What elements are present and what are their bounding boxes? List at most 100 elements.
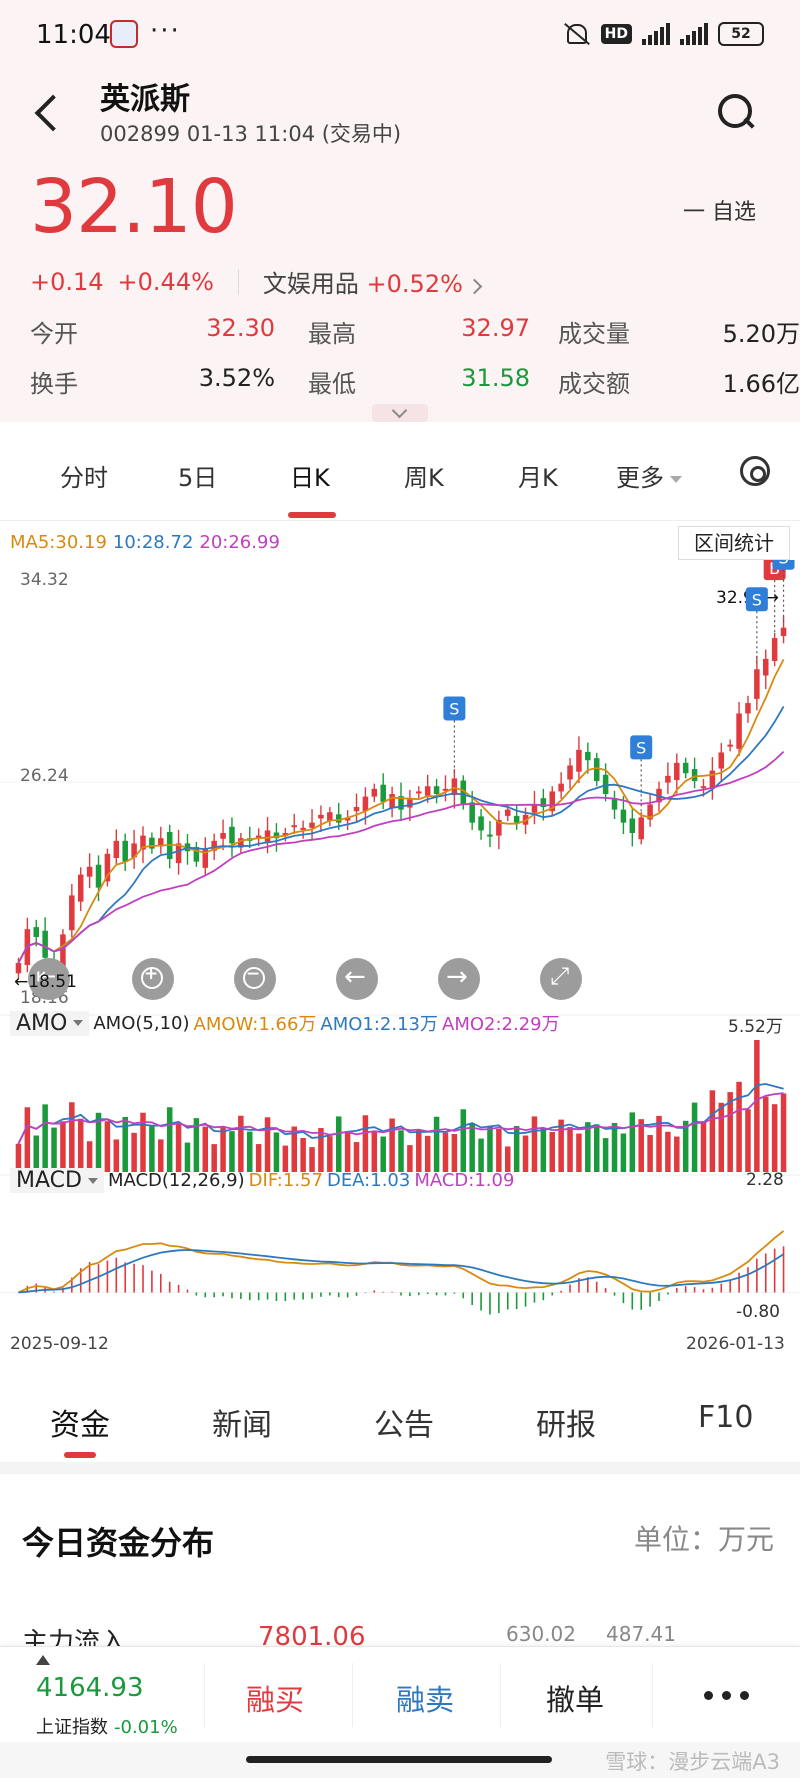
- volume-bar: [113, 1139, 120, 1172]
- sell-signal-badge: [630, 735, 653, 760]
- volume-bar: [647, 1135, 653, 1172]
- volume-bar: [95, 1112, 102, 1172]
- volume-bar: [282, 1145, 289, 1172]
- volume-bar: [593, 1124, 600, 1172]
- candle: [131, 843, 137, 858]
- volume-bar: [665, 1131, 671, 1172]
- index-value: 4164.93: [36, 1673, 144, 1703]
- candle: [282, 833, 289, 837]
- volume-bar: [380, 1136, 386, 1172]
- candle: [451, 778, 458, 796]
- volume-bar: [682, 1120, 689, 1172]
- watchlist-button[interactable]: 一 自选: [683, 200, 756, 225]
- volume-bar: [86, 1141, 93, 1172]
- margin-buy-button[interactable]: 融买: [246, 1683, 305, 1717]
- more-icon[interactable]: [704, 1691, 750, 1701]
- ma-legend: MA5:30.19 10:28.72 20:26.99: [10, 532, 286, 553]
- volume-bar: [433, 1116, 440, 1172]
- candle: [335, 814, 342, 823]
- volume-bar: [335, 1116, 342, 1172]
- candle: [424, 786, 431, 796]
- macd-indicator-select[interactable]: MACD: [10, 1168, 104, 1193]
- sell-signal-badge: [745, 587, 768, 612]
- sector-link[interactable]: 文娱用品 +0.52%: [263, 264, 483, 299]
- volume-bar: [505, 1146, 511, 1172]
- zoom-in-icon[interactable]: [132, 958, 174, 1000]
- volume-ma10-line: [17, 1092, 784, 1145]
- tab-announcements[interactable]: 公告: [374, 1408, 434, 1443]
- stat-label: 今开: [30, 320, 78, 348]
- candle: [229, 826, 235, 844]
- system-nav-bar: 雪球：漫步云端A3: [0, 1742, 800, 1778]
- range-statistics-button[interactable]: 区间统计: [678, 526, 790, 560]
- tab-news[interactable]: 新闻: [212, 1408, 272, 1443]
- candle: [620, 809, 627, 823]
- candle: [567, 765, 573, 780]
- volume-bar: [318, 1128, 324, 1172]
- stat-label: 换手: [30, 370, 78, 398]
- volume-bar: [122, 1117, 128, 1172]
- jump-start-icon[interactable]: [28, 958, 70, 1000]
- volume-bar: [51, 1127, 57, 1172]
- candle: [140, 835, 146, 850]
- stat-value: 32.97: [461, 314, 530, 342]
- candle: [638, 817, 644, 840]
- candle: [220, 833, 226, 839]
- candle: [780, 627, 787, 637]
- zoom-out-icon[interactable]: [234, 958, 276, 1000]
- home-indicator[interactable]: [246, 1756, 552, 1763]
- arrow-left-icon[interactable]: [336, 958, 378, 1000]
- volume-bar: [700, 1121, 707, 1172]
- candle: [496, 820, 502, 836]
- candle: [505, 809, 511, 816]
- tab-intraday[interactable]: 分时: [60, 464, 108, 492]
- candle: [389, 794, 395, 809]
- tab-funds[interactable]: 资金: [50, 1408, 110, 1443]
- candle: [727, 744, 733, 747]
- tab-5day[interactable]: 5日: [178, 464, 218, 492]
- volume-bar: [255, 1144, 262, 1172]
- candle: [531, 804, 538, 813]
- volume-bar: [24, 1107, 31, 1172]
- settings-gear-icon[interactable]: [740, 456, 770, 486]
- volume-bar: [709, 1090, 716, 1172]
- volume-bar: [273, 1132, 280, 1172]
- candle: [674, 762, 680, 780]
- kline-chart[interactable]: SSSBS: [0, 560, 800, 1360]
- candle: [77, 874, 84, 902]
- watermark: 雪球：漫步云端A3: [605, 1750, 780, 1774]
- candle: [558, 783, 564, 792]
- tab-research[interactable]: 研报: [536, 1408, 596, 1443]
- fullscreen-icon[interactable]: [540, 958, 582, 1000]
- tab-daily-k[interactable]: 日K: [290, 464, 330, 492]
- margin-sell-button[interactable]: 融卖: [396, 1683, 455, 1717]
- volume-indicator-select[interactable]: AMO: [10, 1010, 90, 1036]
- cancel-order-button[interactable]: 撤单: [546, 1683, 605, 1717]
- expand-chevron-icon[interactable]: [372, 404, 428, 422]
- search-icon[interactable]: [716, 92, 756, 132]
- tab-more[interactable]: 更多: [616, 458, 682, 493]
- tab-weekly-k[interactable]: 周K: [404, 464, 444, 492]
- candle: [585, 751, 591, 761]
- candle: [300, 827, 306, 830]
- volume-bar: [638, 1119, 644, 1172]
- tab-monthly-k[interactable]: 月K: [518, 464, 558, 492]
- candle: [149, 837, 155, 849]
- volume-bar: [576, 1133, 582, 1172]
- stock-name: 英派斯: [100, 82, 190, 117]
- candle: [513, 815, 520, 823]
- macd-legend: MACD MACD(12,26,9) DIF:1.57 DEA:1.03 MAC…: [10, 1168, 514, 1193]
- ma5-value: MA5:30.19: [10, 532, 107, 553]
- current-price: 32.10: [30, 164, 238, 250]
- arrow-right-icon[interactable]: [438, 958, 480, 1000]
- chevron-right-icon: [466, 278, 483, 295]
- content-tabs: 资金 新闻 公告 研报 F10: [0, 1380, 800, 1460]
- back-icon[interactable]: [30, 94, 60, 130]
- candle: [442, 788, 449, 791]
- mute-icon: [561, 21, 591, 47]
- stat-label: 最低: [308, 370, 356, 398]
- volume-bar: [69, 1102, 75, 1172]
- tab-f10[interactable]: F10: [698, 1400, 754, 1435]
- fund-flow-row: 主力流入 7801.06 630.02 487.41: [22, 1622, 676, 1648]
- status-bar: 11:04 ··· HD 52: [0, 0, 800, 72]
